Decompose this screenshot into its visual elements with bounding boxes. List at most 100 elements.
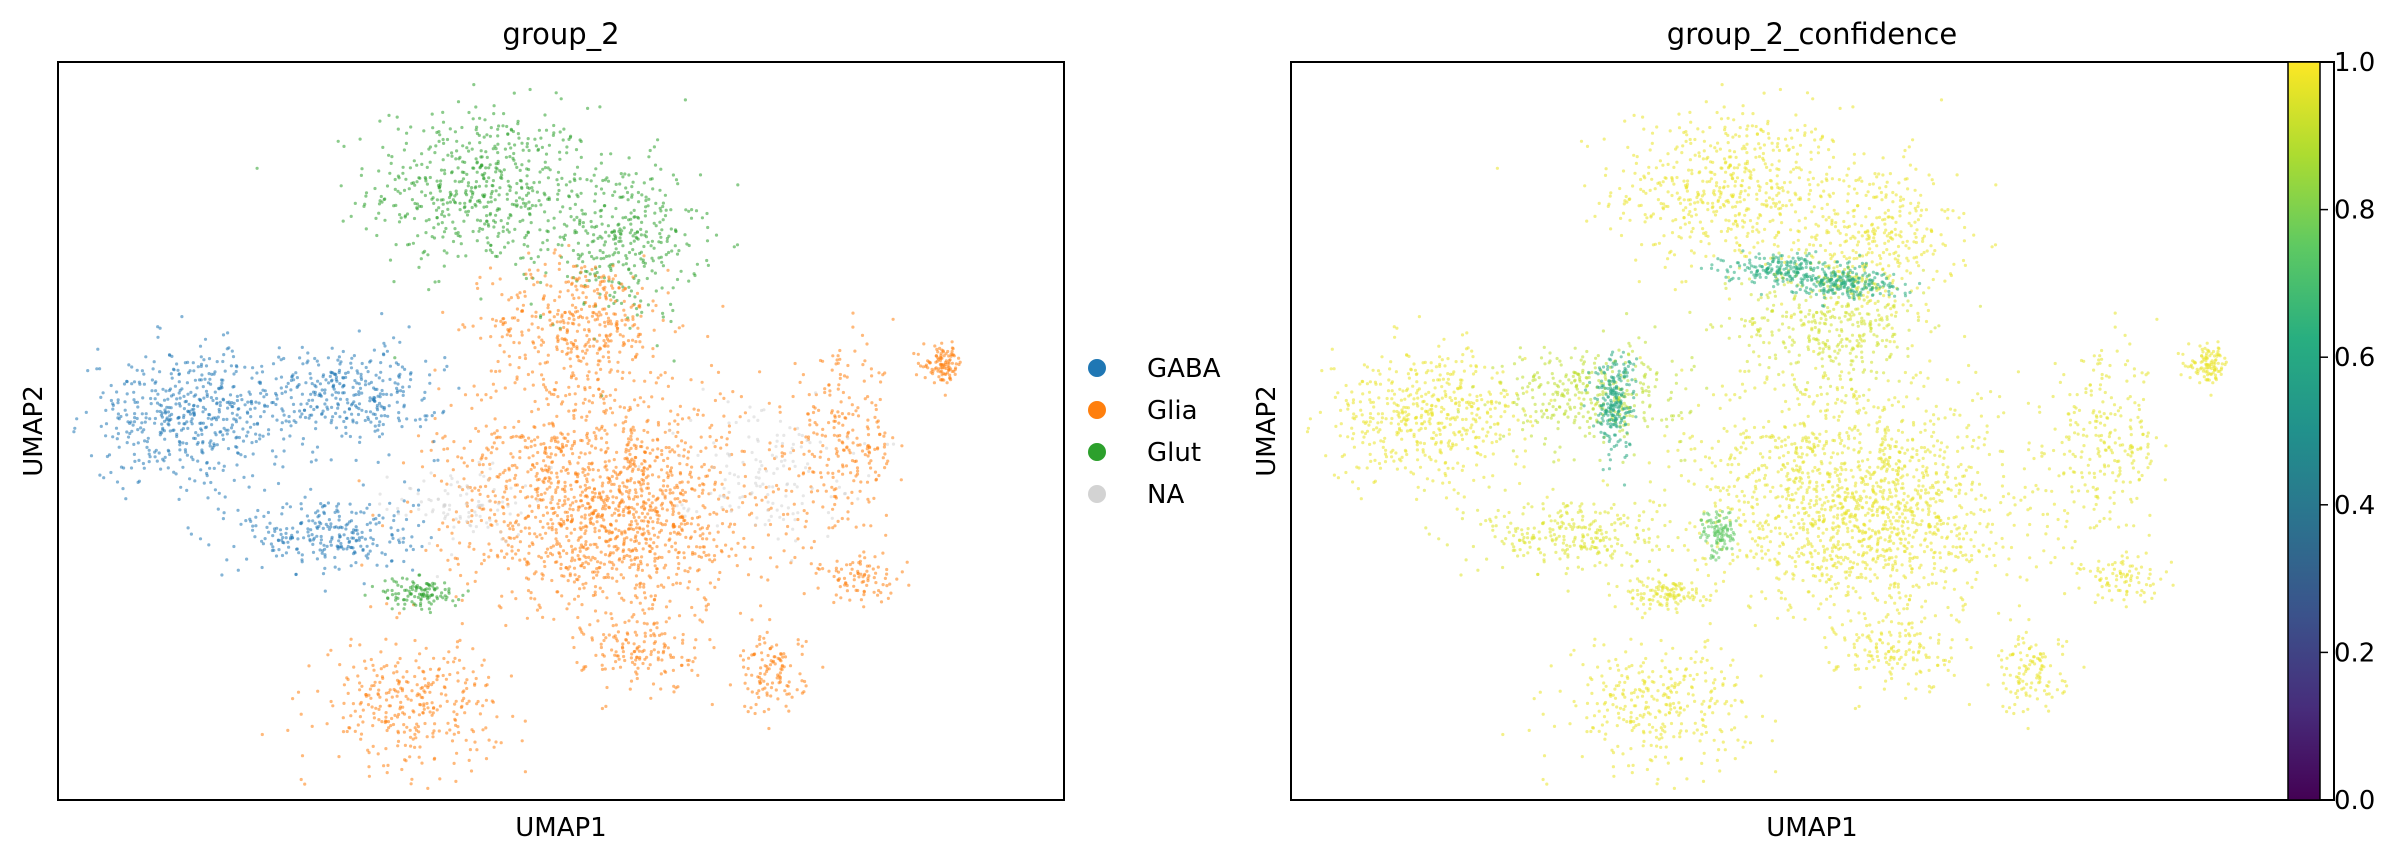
scatter-point <box>411 241 415 245</box>
scatter-point <box>579 451 583 455</box>
scatter-point <box>186 426 190 430</box>
scatter-point <box>624 638 628 642</box>
scatter-point <box>569 376 574 380</box>
scatter-point <box>632 239 636 243</box>
scatter-point <box>634 491 638 495</box>
scatter-point <box>420 449 424 453</box>
scatter-point <box>823 434 828 438</box>
scatter-point <box>565 328 569 332</box>
scatter-point <box>473 186 477 190</box>
scatter-point <box>841 390 846 395</box>
scatter-point <box>696 523 700 527</box>
scatter-point <box>602 344 606 348</box>
scatter-point <box>418 702 422 707</box>
scatter-point <box>583 386 587 390</box>
scatter-point <box>321 526 325 531</box>
scatter-point <box>682 448 686 452</box>
scatter-point <box>633 355 638 359</box>
scatter-point <box>364 410 368 414</box>
scatter-point <box>810 452 814 456</box>
scatter-point <box>485 219 489 223</box>
scatter-point <box>873 555 877 559</box>
scatter-point <box>593 491 597 495</box>
scatter-point <box>646 430 650 434</box>
scatter-point <box>312 407 316 412</box>
scatter-point <box>863 556 867 560</box>
scatter-point <box>580 603 584 607</box>
scatter-point <box>658 220 662 224</box>
scatter-point <box>500 335 504 339</box>
scatter-point <box>609 551 613 555</box>
scatter-point <box>515 307 520 311</box>
scatter-point <box>430 235 434 239</box>
scatter-point <box>513 476 517 480</box>
scatter-point <box>441 521 445 525</box>
scatter-point <box>612 458 616 462</box>
scatter-point <box>549 545 553 550</box>
scatter-point <box>125 379 129 383</box>
scatter-point <box>837 383 841 387</box>
scatter-point <box>630 185 634 189</box>
scatter-point <box>689 522 693 526</box>
scatter-point <box>438 704 442 708</box>
scatter-point <box>652 328 656 332</box>
scatter-point <box>406 594 410 598</box>
scatter-point <box>665 464 670 468</box>
scatter-point <box>515 466 519 470</box>
scatter-point <box>567 243 571 248</box>
scatter-point <box>586 562 591 566</box>
scatter-point <box>407 187 411 191</box>
scatter-point <box>392 280 396 284</box>
scatter-point <box>122 382 127 386</box>
scatter-point <box>345 397 349 402</box>
scatter-point <box>947 354 951 358</box>
scatter-point <box>834 593 838 597</box>
scatter-point <box>599 367 603 371</box>
scatter-point <box>936 356 940 360</box>
scatter-point <box>617 503 621 508</box>
scatter-point <box>409 125 413 129</box>
scatter-point <box>646 529 650 533</box>
scatter-point <box>529 467 533 472</box>
scatter-point <box>212 372 216 376</box>
scatter-point <box>630 431 634 435</box>
scatter-point <box>607 459 611 463</box>
scatter-point <box>614 388 618 392</box>
scatter-point <box>537 603 541 607</box>
scatter-point <box>320 388 324 392</box>
scatter-point <box>341 349 345 354</box>
scatter-point <box>648 451 652 455</box>
scatter-point <box>316 379 320 383</box>
scatter-point <box>642 244 646 249</box>
scatter-point <box>383 344 387 348</box>
scatter-point <box>399 389 403 393</box>
scatter-point <box>541 377 546 381</box>
scatter-point <box>178 396 182 400</box>
scatter-point <box>420 152 424 156</box>
scatter-point <box>653 556 657 560</box>
scatter-point <box>663 523 667 527</box>
scatter-point <box>599 642 603 646</box>
scatter-point <box>331 385 335 389</box>
scatter-point <box>637 515 641 519</box>
scatter-point <box>542 296 546 300</box>
scatter-point <box>281 540 285 545</box>
scatter-point <box>462 219 466 223</box>
scatter-point <box>578 177 582 181</box>
scatter-point <box>460 456 464 460</box>
scatter-point <box>604 497 608 501</box>
scatter-point <box>582 565 586 570</box>
scatter-point <box>381 676 385 681</box>
scatter-point <box>580 266 584 270</box>
scatter-point <box>684 535 688 540</box>
scatter-point <box>681 488 685 492</box>
scatter-point <box>643 611 647 615</box>
scatter-point <box>636 190 641 195</box>
scatter-point <box>596 363 600 367</box>
scatter-point <box>372 711 376 716</box>
scatter-point <box>187 402 191 406</box>
scatter-point <box>607 277 611 281</box>
scatter-point <box>314 385 318 389</box>
scatter-point <box>215 396 219 401</box>
scatter-point <box>669 319 673 324</box>
